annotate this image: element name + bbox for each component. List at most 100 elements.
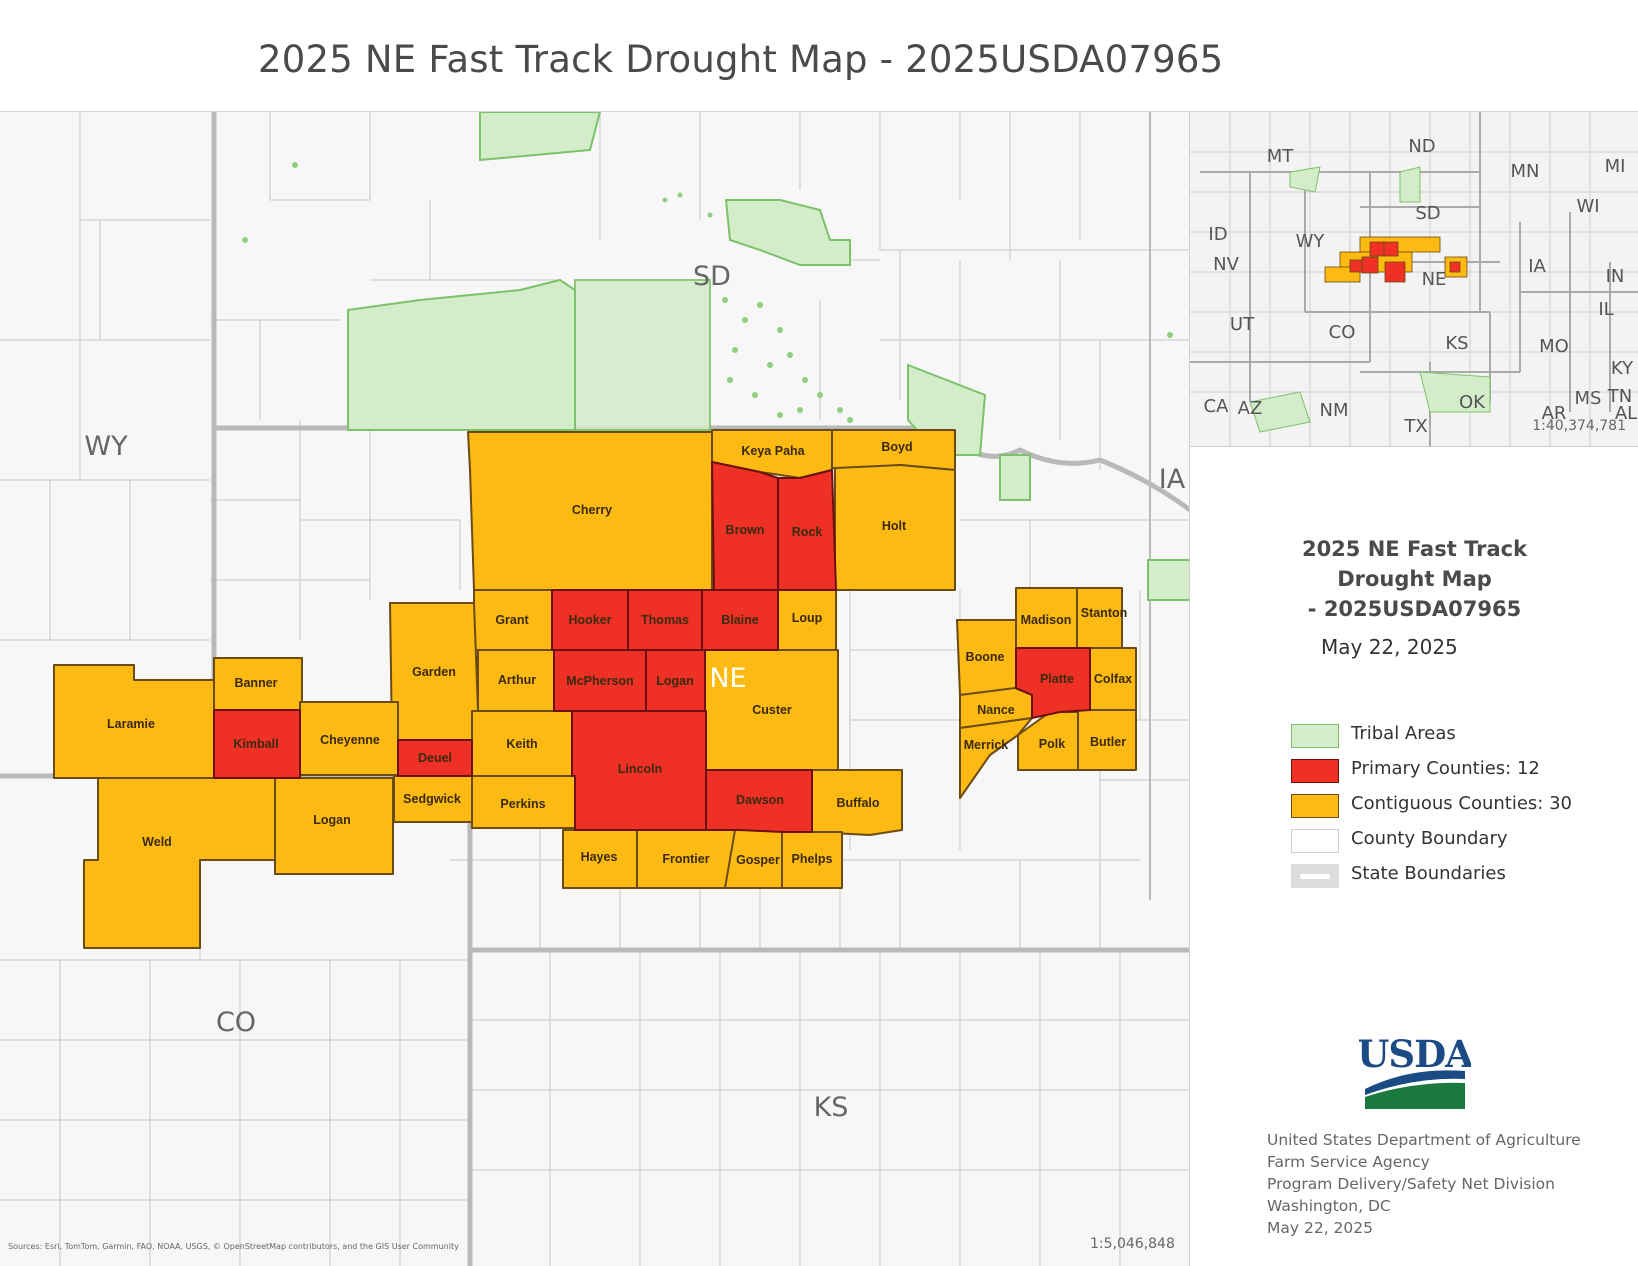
label-banner: Banner xyxy=(234,676,277,690)
label-merrick: Merrick xyxy=(964,738,1009,752)
svg-text:MN: MN xyxy=(1511,161,1540,182)
state-label-ia: IA xyxy=(1159,464,1186,495)
label-hooker: Hooker xyxy=(568,613,611,627)
primary-counties[interactable] xyxy=(213,461,1091,833)
svg-text:CO: CO xyxy=(1329,322,1356,343)
main-map-canvas[interactable]: Keya Paha Boyd Cherry Brown Rock Holt Gr… xyxy=(0,112,1190,1266)
label-platte: Platte xyxy=(1040,672,1074,686)
label-hayes: Hayes xyxy=(581,850,618,864)
svg-text:AZ: AZ xyxy=(1238,398,1263,419)
map-title: 2025 NE Fast Track Drought Map - 2025USD… xyxy=(258,38,1224,81)
county-weld[interactable] xyxy=(83,777,276,949)
label-cheyenne: Cheyenne xyxy=(320,733,380,747)
label-frontier: Frontier xyxy=(662,852,709,866)
label-garden: Garden xyxy=(412,665,456,679)
inset-labels: MT ND MN MI WI SD ID WY NV NE IA IN UT C… xyxy=(1204,136,1638,437)
county-blaine[interactable] xyxy=(701,589,779,651)
label-boone: Boone xyxy=(966,650,1005,664)
label-madison: Madison xyxy=(1021,613,1072,627)
map-sources: Sources: Esri, TomTom, Garmin, FAO, NOAA… xyxy=(8,1242,459,1251)
label-weld: Weld xyxy=(142,835,172,849)
footer-division: Program Delivery/Safety Net Division xyxy=(1267,1175,1555,1193)
svg-text:IL: IL xyxy=(1598,299,1613,320)
legend-title-line-1: 2025 NE Fast Track xyxy=(1301,537,1528,561)
county-kimball[interactable] xyxy=(213,709,301,779)
label-arthur: Arthur xyxy=(498,673,536,687)
svg-text:NV: NV xyxy=(1213,254,1239,275)
svg-text:TN: TN xyxy=(1607,386,1632,407)
footer-date: May 22, 2025 xyxy=(1267,1219,1373,1237)
main-map[interactable]: Keya Paha Boyd Cherry Brown Rock Holt Gr… xyxy=(0,112,1190,1266)
inset-map[interactable]: MT ND MN MI WI SD ID WY NV NE IA IN UT C… xyxy=(1190,112,1638,447)
label-phelps: Phelps xyxy=(792,852,833,866)
main-map-scale: 1:5,046,848 xyxy=(1090,1236,1175,1252)
svg-text:WI: WI xyxy=(1576,196,1599,217)
label-rock: Rock xyxy=(792,525,823,539)
county-logan-co[interactable] xyxy=(274,777,394,875)
county-butler[interactable] xyxy=(1077,709,1137,771)
state-label-wy: WY xyxy=(84,431,128,462)
svg-text:MS: MS xyxy=(1575,388,1602,409)
svg-text:WY: WY xyxy=(1296,231,1326,252)
usda-logo: USDA xyxy=(1359,1032,1471,1109)
county-dawson[interactable] xyxy=(705,769,813,833)
footer-agency: United States Department of Agriculture xyxy=(1267,1131,1581,1149)
inset-map-canvas: MT ND MN MI WI SD ID WY NV NE IA IN UT C… xyxy=(1190,112,1638,446)
county-swatch xyxy=(1291,829,1339,853)
contiguous-swatch xyxy=(1291,794,1339,818)
inset-state-boundaries xyxy=(1190,112,1638,446)
svg-text:OK: OK xyxy=(1459,392,1486,413)
label-nance: Nance xyxy=(977,703,1015,717)
label-grant: Grant xyxy=(495,613,529,627)
legend-date: May 22, 2025 xyxy=(1321,635,1458,659)
state-swatch xyxy=(1291,864,1339,888)
county-lincoln[interactable] xyxy=(571,710,707,831)
state-label-sd: SD xyxy=(693,261,731,292)
inset-drought-counties xyxy=(1324,236,1468,283)
svg-text:MO: MO xyxy=(1539,336,1569,357)
contiguous-counties[interactable] xyxy=(53,429,1137,949)
county-rock[interactable] xyxy=(777,469,837,591)
inset-scale: 1:40,374,781 xyxy=(1532,418,1626,434)
label-kimball: Kimball xyxy=(233,737,278,751)
county-laramie[interactable] xyxy=(53,664,215,779)
svg-text:ID: ID xyxy=(1208,224,1227,245)
legend-item-county: County Boundary xyxy=(1291,826,1631,854)
primary-swatch xyxy=(1291,759,1339,783)
svg-text:KY: KY xyxy=(1611,358,1634,379)
footer-location: Washington, DC xyxy=(1267,1197,1391,1215)
tribal-dots xyxy=(242,162,1173,423)
label-colfax: Colfax xyxy=(1094,672,1132,686)
label-cherry: Cherry xyxy=(572,503,612,517)
svg-text:AL: AL xyxy=(1615,403,1637,424)
legend-title-line-3: - 2025USDA07965 xyxy=(1307,597,1522,621)
svg-text:NM: NM xyxy=(1320,400,1349,421)
label-loup: Loup xyxy=(792,611,823,625)
legend-title-line-2: Drought Map xyxy=(1337,567,1492,591)
label-perkins: Perkins xyxy=(500,797,545,811)
label-sedgwick: Sedgwick xyxy=(403,792,461,806)
legend-item-contiguous: Contiguous Counties: 30 xyxy=(1291,791,1631,819)
county-platte[interactable] xyxy=(1015,647,1091,719)
svg-text:ND: ND xyxy=(1408,136,1435,157)
legend-item-primary: Primary Counties: 12 xyxy=(1291,756,1631,784)
label-dawson: Dawson xyxy=(736,793,784,807)
state-label-ks: KS xyxy=(814,1092,849,1123)
svg-text:CA: CA xyxy=(1204,396,1230,417)
label-mcpherson: McPherson xyxy=(566,674,633,688)
label-logan-ne: Logan xyxy=(656,674,694,688)
county-deuel[interactable] xyxy=(397,739,473,777)
label-keith: Keith xyxy=(506,737,537,751)
label-deuel: Deuel xyxy=(418,751,452,765)
label-polk: Polk xyxy=(1039,737,1065,751)
state-label-co: CO xyxy=(216,1007,256,1038)
county-phelps[interactable] xyxy=(781,831,843,889)
svg-text:MT: MT xyxy=(1267,146,1295,167)
svg-text:AR: AR xyxy=(1542,403,1567,424)
label-blaine: Blaine xyxy=(721,613,759,627)
label-gosper: Gosper xyxy=(736,853,780,867)
label-stanton: Stanton xyxy=(1081,606,1128,620)
county-merrick[interactable] xyxy=(959,717,1033,799)
svg-text:IN: IN xyxy=(1606,266,1625,287)
svg-text:NE: NE xyxy=(1422,269,1447,290)
